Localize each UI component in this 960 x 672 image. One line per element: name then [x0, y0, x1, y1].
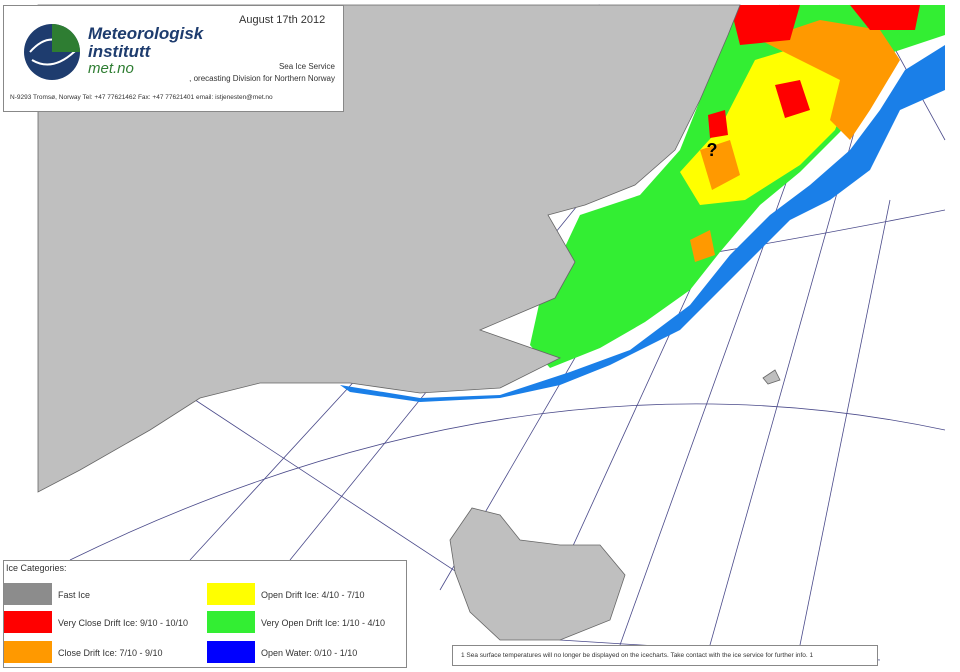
header-box: Meteorologisk institutt met.no August 17… — [3, 5, 344, 112]
grid-line — [69, 403, 946, 561]
grid-line — [799, 199, 891, 646]
legend-label: Fast Ice — [58, 590, 91, 600]
legend-swatch — [4, 641, 52, 663]
contact: N-9293 Tromsø, Norway Tel: +47 77621462 … — [10, 94, 273, 101]
logo-text: met.no — [88, 60, 134, 77]
footer-note: 1 Sea surface temperatures will no longe… — [461, 652, 814, 659]
very-close-drift-ice — [850, 5, 920, 30]
logo-text: institutt — [88, 42, 151, 61]
legend-label: Close Drift Ice: 7/10 - 9/10 — [58, 648, 163, 658]
legend-label: Open Water: 0/10 - 1/10 — [261, 648, 358, 658]
date: August 17th 2012 — [239, 14, 326, 26]
very-close-drift-ice — [775, 80, 810, 118]
close-drift-ice — [690, 230, 715, 262]
legend-swatch — [207, 611, 255, 633]
legend-label: Very Open Drift Ice: 1/10 - 4/10 — [261, 618, 386, 628]
close-drift-ice — [700, 140, 740, 190]
legend-label: Very Close Drift Ice: 9/10 - 10/10 — [58, 618, 189, 628]
legend-label: Open Drift Ice: 4/10 - 7/10 — [261, 590, 365, 600]
grid-line — [709, 39, 881, 646]
very-close-drift-ice — [708, 110, 728, 138]
legend-title: Ice Categories: — [6, 563, 67, 573]
island — [762, 369, 781, 385]
close-drift-ice — [760, 20, 900, 140]
iceland — [449, 507, 626, 641]
footer-box: 1 Sea surface temperatures will no longe… — [452, 645, 878, 666]
legend-swatch — [4, 583, 52, 605]
service: Sea Ice Service — [278, 62, 335, 71]
legend: Ice Categories: Fast Ice Very Close Drift… — [3, 560, 407, 668]
logo-text: Meteorologisk — [88, 24, 204, 43]
map-marker: ? — [707, 140, 718, 160]
land — [37, 4, 741, 493]
division: , orecasting Division for Northern Norwa… — [189, 74, 335, 83]
very-close-drift-ice — [730, 5, 800, 45]
legend-swatch — [207, 583, 255, 605]
legend-swatch — [207, 641, 255, 663]
legend-swatch — [4, 611, 52, 633]
logo — [24, 24, 80, 80]
